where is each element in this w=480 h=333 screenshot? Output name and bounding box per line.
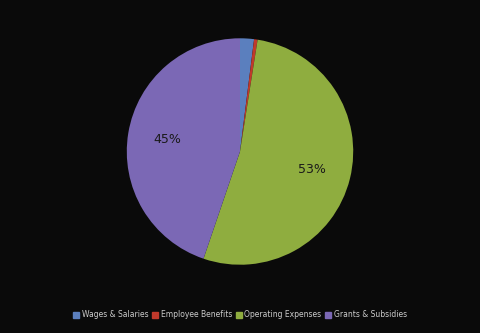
Wedge shape xyxy=(127,38,240,259)
Wedge shape xyxy=(240,39,258,152)
Text: 45%: 45% xyxy=(154,133,181,146)
Legend: Wages & Salaries, Employee Benefits, Operating Expenses, Grants & Subsidies: Wages & Salaries, Employee Benefits, Ope… xyxy=(70,307,410,323)
Text: 53%: 53% xyxy=(298,163,325,176)
Wedge shape xyxy=(240,38,254,152)
Wedge shape xyxy=(204,40,353,265)
